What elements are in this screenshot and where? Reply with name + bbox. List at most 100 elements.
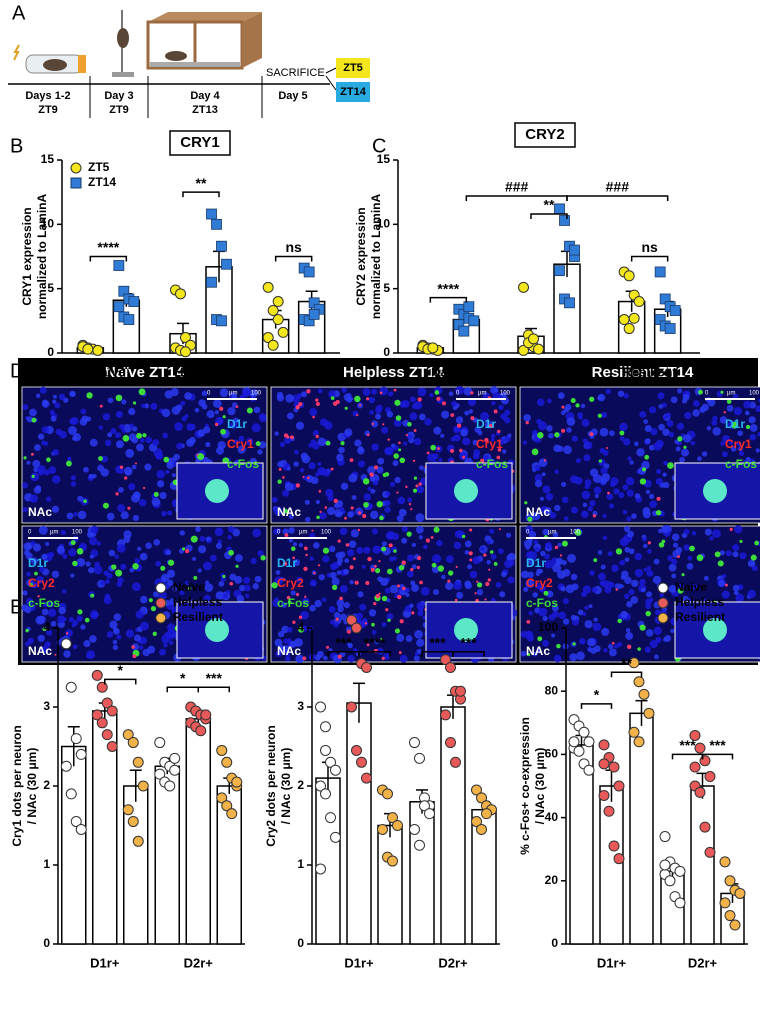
nucleus bbox=[52, 475, 61, 484]
cfos-signal bbox=[111, 564, 117, 570]
cry-signal bbox=[330, 467, 334, 471]
nucleus bbox=[536, 568, 542, 574]
nucleus bbox=[749, 423, 758, 432]
data-point bbox=[704, 846, 716, 858]
nucleus bbox=[314, 599, 322, 608]
data-point bbox=[659, 831, 671, 843]
nucleus bbox=[523, 586, 529, 593]
data-point bbox=[419, 800, 430, 812]
nucleus bbox=[368, 609, 377, 617]
marker-label: D1r bbox=[476, 417, 496, 431]
nucleus bbox=[401, 537, 408, 544]
nucleus bbox=[30, 557, 38, 565]
nucleus bbox=[555, 557, 563, 565]
nucleus bbox=[238, 435, 245, 442]
data-point bbox=[704, 771, 716, 783]
data-point bbox=[382, 788, 393, 800]
cfos-signal bbox=[136, 432, 143, 439]
nucleus bbox=[722, 451, 728, 458]
cry-signal bbox=[413, 429, 417, 432]
data-point bbox=[221, 800, 233, 812]
nucleus bbox=[384, 499, 391, 507]
cfos-signal bbox=[34, 571, 38, 576]
nucleus bbox=[336, 453, 344, 462]
nucleus bbox=[32, 459, 41, 468]
nucleus bbox=[414, 651, 419, 657]
nucleus bbox=[26, 460, 31, 465]
nucleus bbox=[317, 467, 326, 476]
inset-cell bbox=[205, 479, 229, 503]
legend-label: Naïve bbox=[675, 580, 707, 594]
data-point bbox=[92, 344, 104, 356]
nucleus bbox=[625, 632, 634, 640]
cry-signal bbox=[454, 598, 458, 602]
schematic-art bbox=[8, 10, 330, 118]
nucleus bbox=[679, 456, 685, 463]
data-point bbox=[387, 812, 398, 824]
cry-signal bbox=[374, 564, 377, 568]
cfos-signal bbox=[658, 542, 665, 548]
data-point bbox=[164, 780, 176, 792]
nucleus bbox=[532, 592, 538, 598]
nucleus bbox=[85, 561, 91, 567]
nucleus bbox=[135, 610, 144, 619]
nucleus bbox=[323, 655, 328, 661]
data-point bbox=[608, 761, 620, 773]
nucleus bbox=[258, 441, 267, 449]
nucleus bbox=[536, 648, 542, 654]
cry-signal bbox=[185, 549, 190, 554]
nucleus bbox=[281, 602, 287, 608]
cry-signal bbox=[295, 483, 301, 488]
data-point bbox=[106, 741, 118, 752]
data-point bbox=[569, 244, 580, 256]
cfos-signal bbox=[639, 478, 647, 485]
cry-signal bbox=[387, 438, 390, 441]
cry-signal bbox=[470, 416, 475, 421]
nucleus bbox=[370, 510, 379, 520]
nucleus bbox=[463, 386, 473, 396]
nucleus bbox=[628, 548, 635, 555]
nucleus bbox=[501, 571, 507, 578]
nucleus bbox=[600, 466, 608, 475]
nucleus bbox=[132, 514, 140, 522]
nucleus bbox=[213, 399, 222, 408]
cfos-signal bbox=[681, 573, 685, 577]
data-point bbox=[195, 725, 207, 737]
marker-label: D1r bbox=[526, 556, 546, 570]
nucleus bbox=[580, 403, 586, 409]
cfos-signal bbox=[376, 500, 383, 508]
cry-signal bbox=[312, 415, 315, 419]
cry-signal bbox=[292, 620, 296, 624]
cry-signal bbox=[381, 656, 385, 661]
cry-signal bbox=[729, 527, 733, 531]
nucleus bbox=[198, 545, 207, 554]
nucleus bbox=[605, 388, 611, 395]
cfos-signal bbox=[527, 516, 533, 522]
nucleus bbox=[691, 530, 697, 536]
cry-signal bbox=[366, 643, 370, 647]
nucleus bbox=[617, 641, 623, 647]
nucleus bbox=[534, 479, 543, 488]
nucleus bbox=[581, 418, 590, 427]
x-tick-label: Naïve bbox=[91, 364, 126, 379]
nucleus bbox=[643, 567, 648, 572]
cry-signal bbox=[214, 422, 219, 427]
nucleus bbox=[156, 480, 165, 488]
nucleus bbox=[538, 458, 548, 467]
nucleus bbox=[397, 496, 406, 505]
scale-bar-label: µm bbox=[299, 530, 307, 536]
nucleus bbox=[161, 634, 171, 644]
cfos-signal bbox=[340, 441, 345, 446]
nucleus bbox=[417, 387, 427, 397]
nucleus bbox=[357, 460, 365, 468]
nucleus bbox=[137, 546, 142, 551]
nucleus bbox=[129, 423, 135, 429]
marker-label: Cry2 bbox=[28, 576, 55, 590]
nucleus bbox=[258, 413, 267, 421]
nucleus bbox=[139, 595, 148, 604]
nucleus bbox=[245, 593, 250, 598]
marker-label: Cry2 bbox=[277, 576, 304, 590]
chart-title: CRY1 bbox=[180, 134, 219, 151]
cry-signal bbox=[415, 484, 419, 488]
cfos-signal bbox=[493, 562, 498, 566]
